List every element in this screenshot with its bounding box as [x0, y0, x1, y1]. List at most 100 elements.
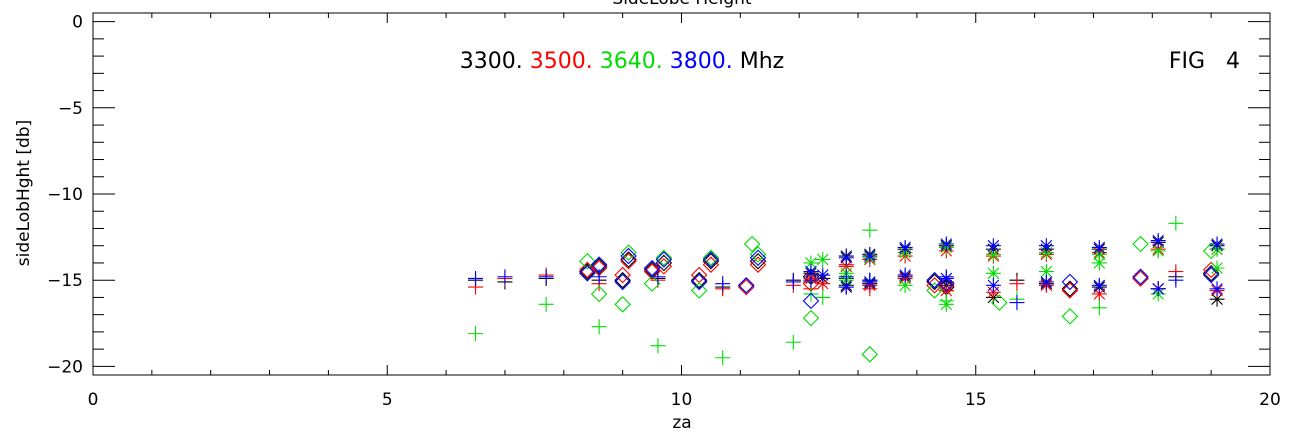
diamond-marker	[749, 249, 767, 267]
diamond-marker	[926, 273, 943, 291]
diamond-marker	[643, 275, 661, 292]
plus-marker	[468, 270, 484, 286]
asterisk-marker	[862, 248, 878, 264]
diamond-marker	[655, 258, 673, 275]
asterisk-marker	[938, 270, 954, 286]
plus-marker	[497, 269, 513, 285]
y-tick-label: −5	[58, 99, 83, 119]
diamond-marker	[620, 251, 637, 268]
diamond-marker	[620, 244, 637, 261]
plus-marker	[591, 319, 607, 335]
diamond-marker	[690, 273, 708, 291]
plus-marker	[538, 269, 554, 285]
asterisk-marker	[985, 238, 1001, 254]
diamond-marker	[690, 282, 708, 299]
asterisk-marker	[1091, 286, 1107, 302]
diamond-marker	[579, 252, 596, 270]
diamond-marker	[620, 247, 637, 265]
plus-marker	[650, 338, 666, 354]
plus-marker	[815, 289, 831, 305]
plus-marker	[1091, 300, 1107, 316]
diamond-marker	[579, 265, 596, 282]
diamond-marker	[643, 263, 661, 280]
asterisk-marker	[985, 246, 1001, 262]
diamond-marker	[614, 296, 631, 313]
series-3800	[468, 233, 1225, 311]
diamond-marker	[1061, 282, 1079, 299]
asterisk-marker	[897, 239, 913, 255]
asterisk-marker	[1209, 291, 1225, 307]
diamond-marker	[614, 273, 631, 291]
diamond-marker	[1061, 273, 1079, 291]
x-tick-label: 5	[382, 390, 393, 410]
asterisk-marker	[897, 277, 913, 293]
x-tick-label: 20	[1259, 390, 1281, 410]
asterisk-marker	[1150, 281, 1166, 297]
asterisk-marker	[803, 255, 819, 271]
y-axis-label: sideLobHght [db]	[14, 120, 34, 266]
diamond-marker	[1061, 280, 1079, 298]
x-tick-label: 0	[88, 390, 99, 410]
asterisk-marker	[862, 274, 878, 290]
asterisk-marker	[938, 236, 954, 252]
asterisk-marker	[1038, 238, 1054, 254]
asterisk-marker	[815, 276, 831, 292]
asterisk-marker	[1209, 260, 1225, 276]
asterisk-marker	[803, 264, 819, 280]
diamond-marker	[938, 275, 955, 292]
diamond-marker	[926, 271, 943, 289]
diamond-marker	[1061, 308, 1079, 325]
legend-entry-3500: 3500.	[530, 49, 593, 74]
y-tick-label: −10	[47, 185, 83, 205]
legend-entry-3640: 3640.	[600, 49, 663, 74]
chart-title: SideLobe Height	[612, 0, 752, 9]
asterisk-marker	[1150, 243, 1166, 259]
axis-ticks	[92, 13, 1271, 375]
diamond-marker	[743, 235, 761, 253]
diamond-marker	[861, 346, 879, 363]
legend-entry-3800: 3800.	[670, 49, 733, 74]
asterisk-marker	[815, 252, 831, 268]
asterisk-marker	[838, 250, 854, 266]
asterisk-marker	[1091, 277, 1107, 293]
plus-marker	[1009, 295, 1025, 311]
plus-marker	[1009, 276, 1025, 292]
diamond-marker	[1202, 266, 1220, 284]
diamond-marker	[926, 282, 943, 299]
diamond-marker	[802, 309, 820, 327]
legend-unit: Mhz	[740, 49, 784, 74]
plus-marker	[538, 296, 554, 312]
diamond-marker	[643, 259, 661, 277]
diamond-marker	[1132, 270, 1149, 287]
asterisk-marker	[1038, 264, 1054, 280]
asterisk-marker	[1209, 236, 1225, 252]
diamond-marker	[737, 277, 755, 294]
diamond-marker	[590, 285, 608, 303]
x-tick-label: 10	[671, 390, 693, 410]
asterisk-marker	[1091, 255, 1107, 271]
asterisk-marker	[938, 296, 954, 312]
asterisk-marker	[897, 267, 913, 283]
plus-marker	[785, 334, 801, 350]
data-markers	[468, 215, 1225, 366]
x-axis-label: za	[672, 413, 691, 432]
figure-label: FIG 4	[1169, 49, 1240, 74]
diamond-marker	[655, 249, 673, 267]
diamond-marker	[991, 294, 1008, 311]
y-tick-label: −20	[47, 357, 83, 377]
diamond-marker	[1132, 235, 1149, 253]
asterisk-marker	[1091, 239, 1107, 255]
diamond-marker	[1202, 265, 1220, 282]
diamond-marker	[749, 252, 767, 270]
legend: 3300. 3500. 3640. 3800. Mhz	[460, 49, 784, 74]
plus-marker	[785, 274, 801, 290]
plus-marker	[1168, 272, 1184, 288]
asterisk-marker	[1209, 281, 1225, 297]
plus-marker	[1168, 215, 1184, 231]
asterisk-marker	[815, 267, 831, 283]
x-tick-label: 15	[965, 390, 987, 410]
asterisk-marker	[985, 265, 1001, 281]
diamond-marker	[614, 266, 631, 284]
tick-labels: 0 5 10 15 20 0 −5 −10 −15 −20	[47, 13, 1281, 410]
